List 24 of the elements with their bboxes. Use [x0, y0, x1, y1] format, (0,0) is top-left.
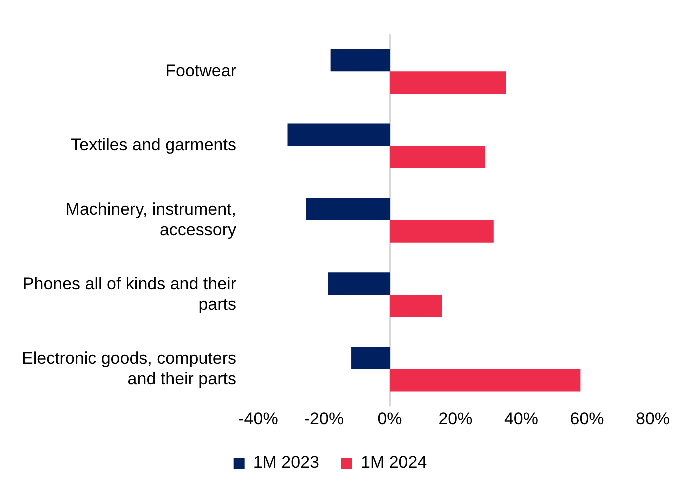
y-tick-label: Textiles and garments: [71, 136, 236, 155]
x-tick-label: 60%: [570, 409, 604, 428]
bar: [352, 347, 390, 370]
bar: [330, 49, 390, 72]
bar: [306, 198, 390, 220]
bar: [390, 146, 486, 168]
x-tick-label: 80%: [636, 409, 670, 428]
x-tick-label: 0%: [378, 409, 402, 428]
x-tick-label: 40%: [504, 409, 539, 428]
legend-label: 1M 2024: [361, 453, 428, 472]
bar: [390, 72, 506, 94]
bar: [390, 369, 581, 392]
x-tick-label: 20%: [438, 409, 473, 428]
y-tick-label: Electronic goods, computers and their parts: [22, 348, 236, 388]
bar: [390, 294, 442, 318]
legend-label: 1M 2023: [253, 453, 320, 472]
x-tick-label: -20%: [304, 409, 344, 428]
bar: [390, 220, 494, 243]
x-tick-label: -40%: [238, 409, 278, 428]
bar: [288, 124, 390, 146]
y-tick-label: Footwear: [166, 61, 237, 80]
y-tick-label: Machinery, instrument, accessory: [66, 200, 237, 240]
bar: [328, 272, 390, 295]
y-tick-label: Phones all of kinds and their parts: [22, 274, 237, 314]
